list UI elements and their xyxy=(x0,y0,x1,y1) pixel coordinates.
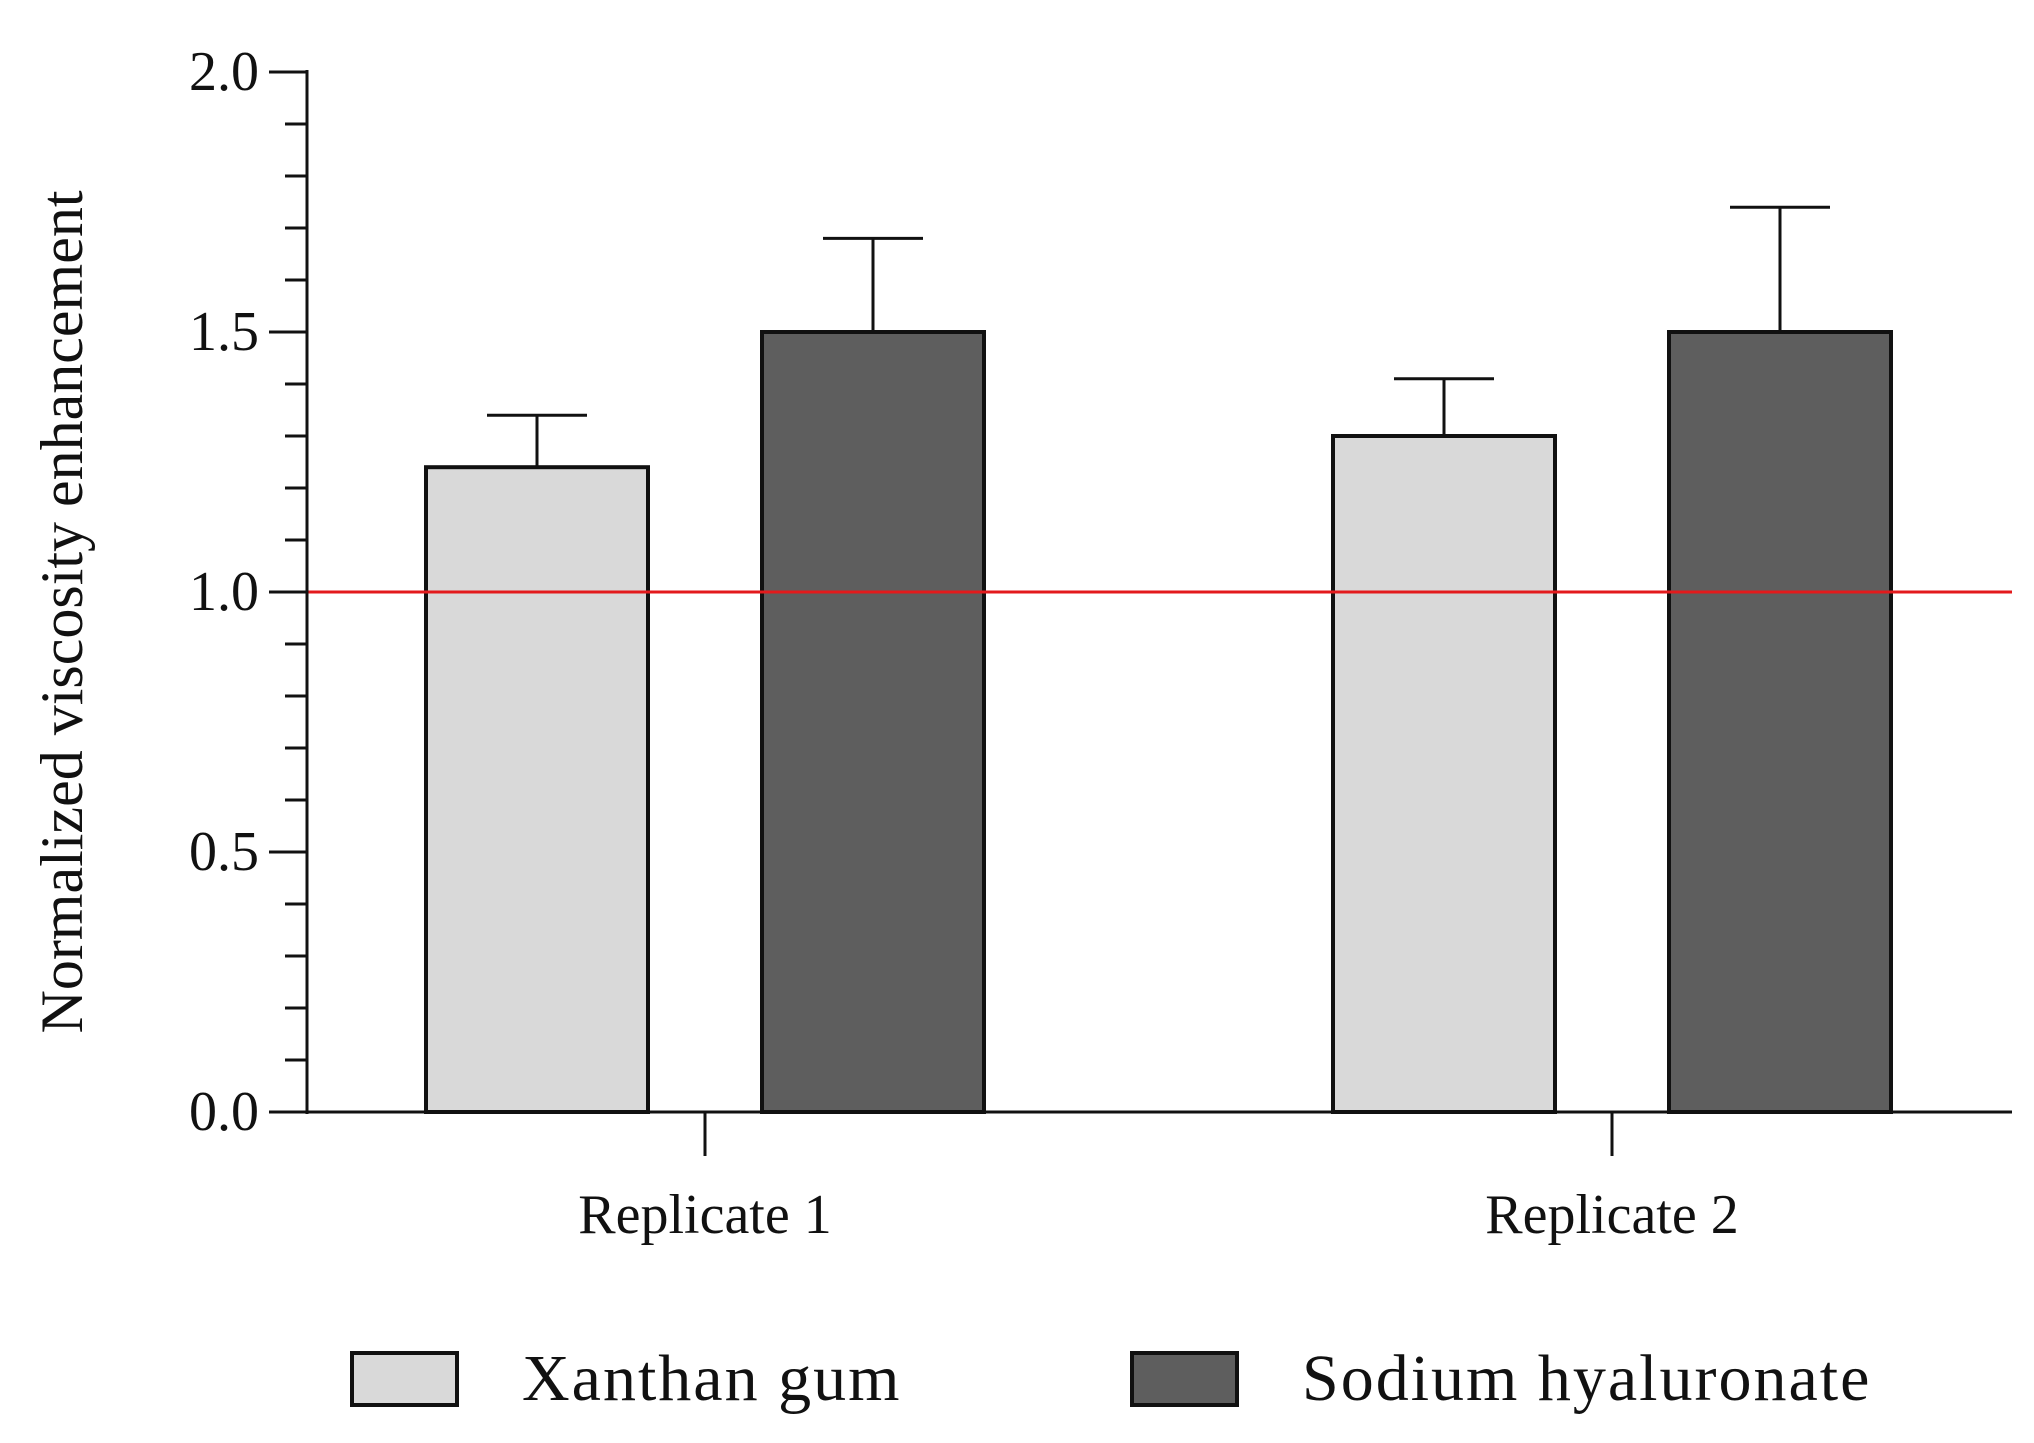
legend-label-sodium-hyaluronate: Sodium hyaluronate xyxy=(1302,1342,1871,1415)
x-tick-label: Replicate 1 xyxy=(578,1184,831,1246)
y-axis-ticks: 0.0 0.5 1.0 1.5 2.0 xyxy=(189,41,307,1143)
y-tick-label: 1.0 xyxy=(189,561,259,623)
y-tick-label: 1.5 xyxy=(189,301,259,363)
y-tick-label: 0.5 xyxy=(189,821,259,883)
y-tick-label: 2.0 xyxy=(189,41,259,103)
y-axis-title: Normalized viscosity enhancement xyxy=(29,190,95,1033)
bars-group xyxy=(424,330,1893,1114)
y-tick-label: 0.0 xyxy=(189,1081,259,1143)
bar-xanthan-gum-2 xyxy=(1331,434,1557,1114)
axes-group xyxy=(305,70,2012,1114)
bar-xanthan-gum-1 xyxy=(424,465,650,1114)
legend: Xanthan gum Sodium hyaluronate xyxy=(350,1342,1871,1415)
x-axis-ticks: Replicate 1 Replicate 2 xyxy=(578,1112,1739,1246)
legend-swatch-sodium-hyaluronate xyxy=(1130,1351,1239,1407)
bar-sodium-hyaluronate-1 xyxy=(760,330,986,1114)
legend-label-xanthan-gum: Xanthan gum xyxy=(522,1342,901,1415)
x-tick-label: Replicate 2 xyxy=(1485,1184,1738,1246)
legend-swatch-xanthan-gum xyxy=(350,1351,459,1407)
bar-sodium-hyaluronate-2 xyxy=(1667,330,1893,1114)
error-bars-group xyxy=(487,205,1830,468)
